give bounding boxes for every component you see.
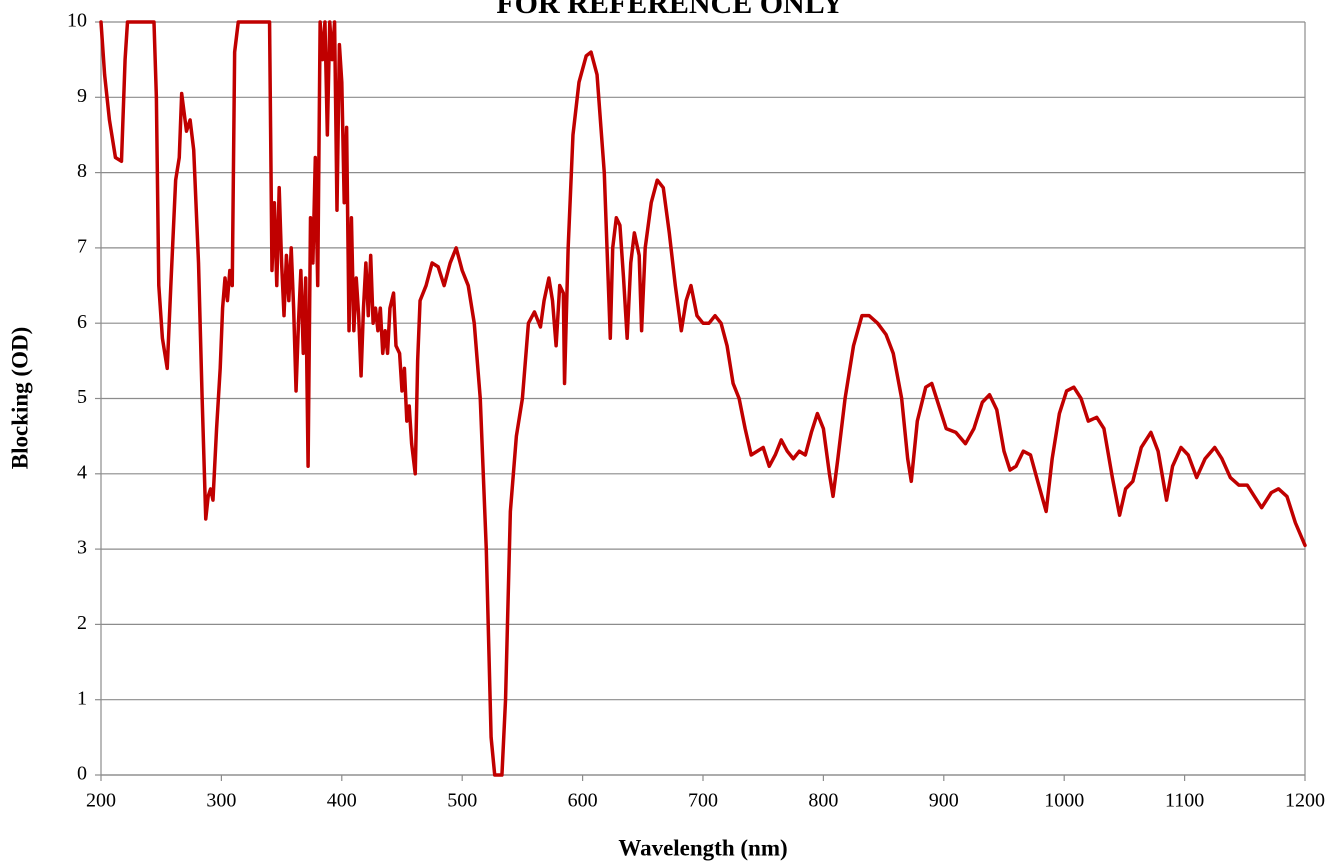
y-tick-label: 3 (77, 537, 87, 559)
y-tick-label: 0 (77, 763, 87, 785)
y-tick-label: 2 (77, 612, 87, 634)
y-tick-label: 7 (77, 235, 87, 257)
x-axis-label: Wavelength (nm) (618, 835, 787, 860)
x-tick-label: 300 (206, 790, 236, 812)
y-axis-label: Blocking (OD) (7, 327, 32, 469)
y-tick-label: 6 (77, 311, 87, 333)
x-tick-label: 500 (447, 790, 477, 812)
x-tick-label: 1200 (1285, 790, 1325, 812)
x-tick-label: 1000 (1044, 790, 1084, 812)
x-tick-label: 600 (568, 790, 598, 812)
y-tick-label: 10 (67, 10, 87, 32)
y-tick-label: 9 (77, 85, 87, 107)
x-tick-label: 700 (688, 790, 718, 812)
x-tick-label: 400 (327, 790, 357, 812)
y-tick-label: 5 (77, 386, 87, 408)
x-tick-label: 900 (929, 790, 959, 812)
y-tick-label: 1 (77, 687, 87, 709)
data-line (99, 20, 1307, 777)
x-tick-label: 800 (808, 790, 838, 812)
x-tick-label: 200 (86, 790, 116, 812)
x-tick-label: 1100 (1165, 790, 1204, 812)
chart-title: FOR REFERENCE ONLY (496, 0, 844, 20)
y-tick-label: 8 (77, 160, 87, 182)
y-tick-label: 4 (77, 461, 87, 483)
